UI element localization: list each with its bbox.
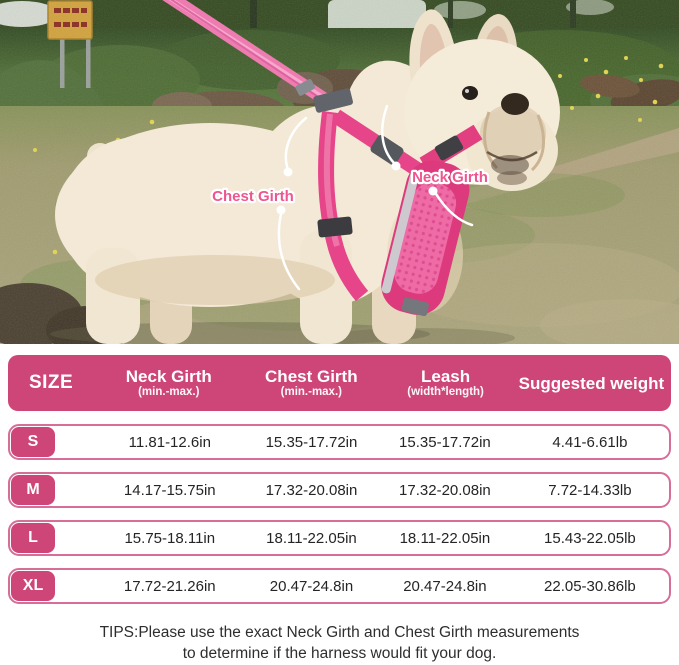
dog-photo: Chest Girth Neck Girth bbox=[0, 0, 679, 344]
header-chest-girth: Chest Girth (min.-max.) bbox=[243, 367, 379, 399]
neck-value: 14.17-15.75in bbox=[123, 481, 216, 499]
leash-value: 18.11-22.05in bbox=[399, 529, 491, 547]
harness-chest-plate bbox=[381, 160, 470, 317]
size-cell: XL bbox=[10, 571, 96, 601]
dog-head bbox=[404, 9, 560, 191]
leash-value: 15.35-17.72in bbox=[399, 433, 491, 451]
header-neck-title: Neck Girth bbox=[125, 367, 212, 386]
harness-back-clip bbox=[313, 88, 353, 113]
size-badge-m: M bbox=[11, 475, 55, 505]
neck-buckle bbox=[434, 135, 464, 161]
tips-line-1: TIPS:Please use the exact Neck Girth and… bbox=[99, 624, 580, 641]
size-cell: L bbox=[10, 523, 96, 553]
chest-value: 17.32-20.08in bbox=[265, 481, 358, 499]
header-chest-title: Chest Girth bbox=[265, 367, 358, 386]
header-size: SIZE bbox=[28, 372, 74, 393]
neck-value: 17.72-21.26in bbox=[123, 577, 216, 595]
size-row-m: M 14.17-15.75in 17.32-20.08in 17.32-20.0… bbox=[8, 472, 671, 508]
neck-value: 15.75-18.11in bbox=[124, 529, 216, 547]
header-suggested-weight: Suggested weight bbox=[512, 374, 671, 393]
weight-value: 15.43-22.05lb bbox=[544, 529, 636, 547]
header-leash-title: Leash bbox=[420, 367, 471, 386]
weight-value: 7.72-14.33lb bbox=[548, 481, 632, 499]
measure-callouts bbox=[277, 104, 474, 291]
chest-value: 20.47-24.8in bbox=[269, 577, 354, 595]
size-cell: S bbox=[10, 427, 96, 457]
dog-shadow-front bbox=[325, 328, 515, 344]
chest-girth-label: Chest Girth bbox=[212, 188, 294, 205]
size-badge-s: S bbox=[11, 427, 55, 457]
size-badge-xl: XL bbox=[11, 571, 55, 601]
reflective-strip bbox=[381, 171, 420, 294]
chest-value: 15.35-17.72in bbox=[265, 433, 358, 451]
size-chart-header: SIZE Neck Girth (min.-max.) Chest Girth … bbox=[8, 355, 671, 411]
size-cell: M bbox=[10, 475, 96, 505]
leash-value: 20.47-24.8in bbox=[403, 577, 487, 595]
strap-adjuster bbox=[317, 216, 353, 238]
leash bbox=[162, 0, 336, 110]
photo-scene: Chest Girth Neck Girth bbox=[0, 0, 679, 344]
neck-value: 11.81-12.6in bbox=[128, 433, 211, 451]
callout-dots bbox=[276, 161, 438, 215]
header-neck-girth: Neck Girth (min.-max.) bbox=[94, 367, 243, 399]
weight-value: 22.05-30.86lb bbox=[544, 577, 636, 595]
header-weight-title: Suggested weight bbox=[518, 373, 665, 393]
harness bbox=[313, 88, 483, 317]
header-neck-subtitle: (min.-max.) bbox=[138, 386, 200, 398]
neck-girth-label: Neck Girth bbox=[412, 169, 488, 186]
leash-value: 17.32-20.08in bbox=[399, 481, 491, 499]
header-leash-subtitle: (width*length) bbox=[407, 386, 484, 398]
size-badge-l: L bbox=[11, 523, 55, 553]
tips-text: TIPS:Please use the exact Neck Girth and… bbox=[0, 622, 679, 664]
header-chest-subtitle: (min.-max.) bbox=[280, 386, 342, 398]
tips-line-2: to determine if the harness would fit yo… bbox=[182, 645, 497, 662]
size-row-xl: XL 17.72-21.26in 20.47-24.8in 20.47-24.8… bbox=[8, 568, 671, 604]
size-chart: SIZE Neck Girth (min.-max.) Chest Girth … bbox=[0, 344, 679, 604]
header-leash: Leash (width*length) bbox=[379, 367, 512, 399]
weight-value: 4.41-6.61lb bbox=[552, 433, 628, 451]
size-row-s: S 11.81-12.6in 15.35-17.72in 15.35-17.72… bbox=[8, 424, 671, 460]
size-row-l: L 15.75-18.11in 18.11-22.05in 18.11-22.0… bbox=[8, 520, 671, 556]
chest-value: 18.11-22.05in bbox=[266, 529, 357, 547]
